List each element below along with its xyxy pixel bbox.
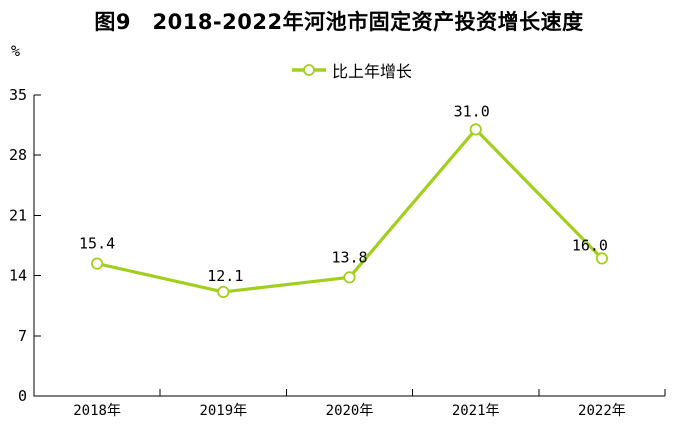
legend-line-marker-icon bbox=[292, 64, 326, 76]
chart-title: 图9 2018-2022年河池市固定资产投资增长速度 bbox=[94, 10, 584, 34]
x-tick-label: 2019年 bbox=[199, 403, 247, 419]
y-tick-label: 7 bbox=[18, 327, 27, 345]
legend-circle-marker bbox=[303, 64, 315, 76]
data-point-label: 15.4 bbox=[79, 235, 115, 253]
y-axis-unit-label: % bbox=[11, 42, 21, 60]
y-tick-label: 35 bbox=[9, 86, 27, 104]
data-point-marker bbox=[595, 252, 609, 265]
x-tick-label: 2020年 bbox=[326, 403, 374, 419]
data-point-marker bbox=[343, 271, 356, 284]
data-point-marker bbox=[217, 285, 230, 299]
y-tick-label: 14 bbox=[9, 267, 27, 285]
data-point-label: 12.1 bbox=[207, 267, 243, 285]
x-tick-label: 2018年 bbox=[73, 403, 121, 419]
data-line-series bbox=[95, 127, 604, 294]
data-point-label: 16.0 bbox=[572, 236, 608, 254]
y-tick-label: 0 bbox=[18, 387, 27, 405]
axis-lines bbox=[33, 95, 665, 397]
y-tick-label: 28 bbox=[9, 146, 27, 164]
x-tick-label: 2021年 bbox=[452, 403, 500, 419]
x-tick-label: 2022年 bbox=[578, 403, 626, 419]
legend-label: 比上年增长 bbox=[332, 62, 413, 81]
legend: 比上年增长 bbox=[291, 60, 413, 81]
data-point-marker bbox=[469, 123, 482, 136]
y-tick-label: 21 bbox=[9, 206, 27, 224]
data-point-label: 13.8 bbox=[331, 248, 367, 266]
data-point-label: 31.0 bbox=[454, 102, 490, 120]
data-point-marker bbox=[91, 257, 104, 270]
